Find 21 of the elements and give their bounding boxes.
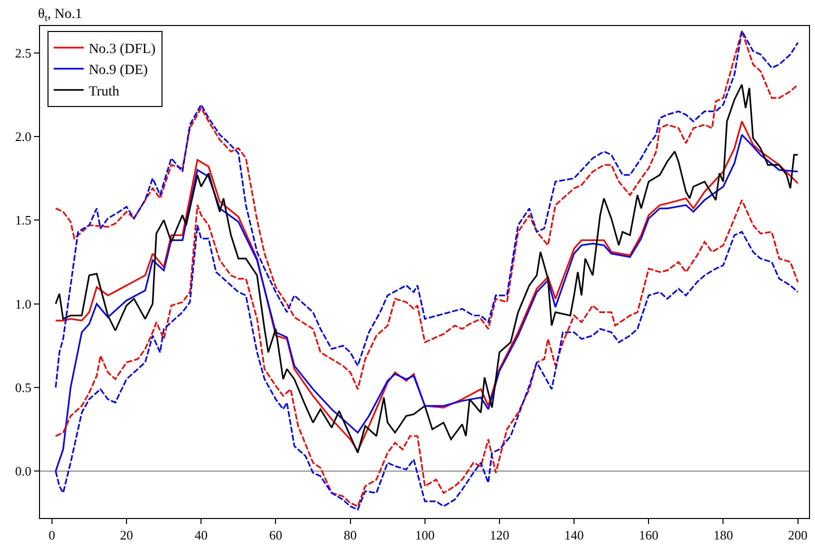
legend-label: No.3 (DFL) [88, 42, 156, 57]
x-tick-label: 40 [194, 528, 208, 543]
y-tick-label: 1.0 [15, 296, 32, 312]
x-tick-label: 140 [564, 528, 584, 543]
x-tick-label: 100 [415, 528, 435, 543]
x-tick-label: 80 [344, 528, 357, 543]
x-tick-label: 180 [713, 528, 733, 543]
legend-label: Truth [88, 84, 120, 100]
y-tick-label: 0.0 [15, 464, 32, 479]
x-tick-label: 160 [638, 528, 658, 543]
x-tick-label: 60 [269, 528, 282, 543]
legend-label: No.9 (DE) [88, 63, 148, 78]
y-tick-label: 0.5 [15, 380, 32, 396]
x-tick-label: 200 [788, 528, 808, 543]
x-tick-label: 120 [490, 528, 510, 543]
x-tick-label: 0 [48, 528, 56, 543]
y-axis-title: θ$_{t}$, No.1 [38, 7, 82, 24]
y-tick-label: 1.5 [15, 212, 32, 228]
x-tick-label: 20 [120, 528, 134, 543]
y-tick-label: 2.5 [15, 45, 32, 60]
y-tick-label: 2.0 [15, 129, 32, 144]
